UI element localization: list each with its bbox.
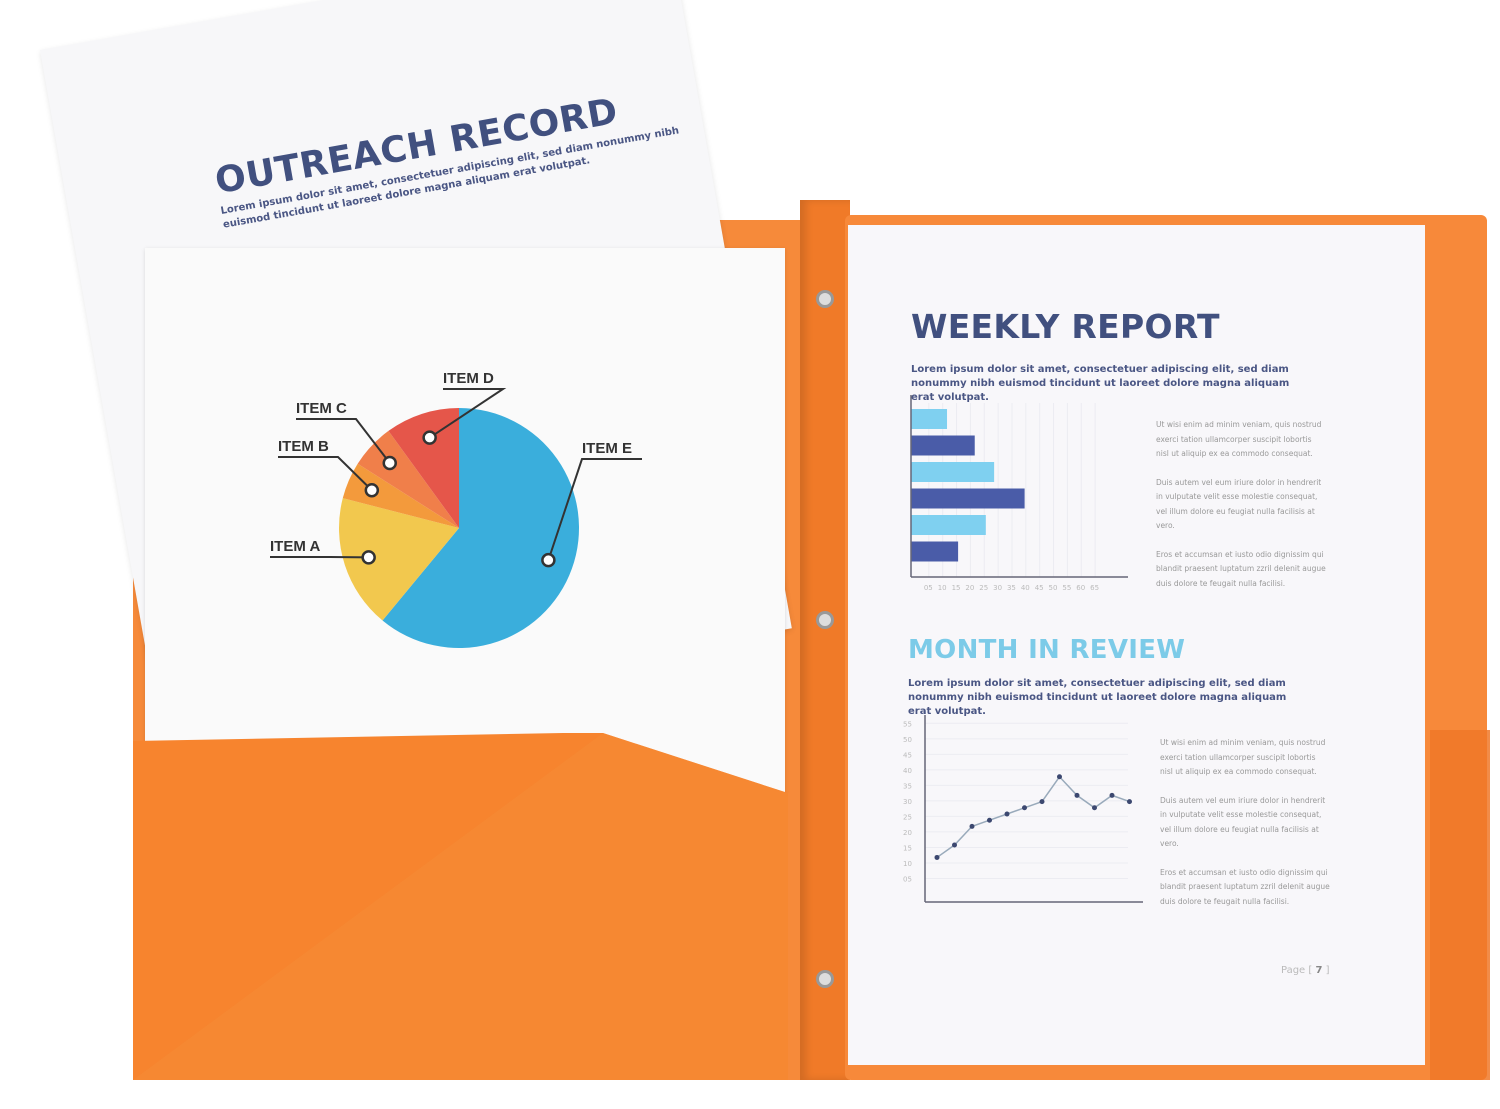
x-tick-label: 35 <box>1007 584 1016 592</box>
x-tick-label: 40 <box>1021 584 1030 592</box>
month-review-text: Ut wisi enim ad minim veniam, quis nostr… <box>1160 736 1330 923</box>
x-tick-label: 20 <box>965 584 974 592</box>
bar <box>911 541 959 562</box>
x-tick-label: 60 <box>1076 584 1085 592</box>
pie-slice <box>339 498 459 621</box>
data-point <box>987 817 992 823</box>
pie-leader-line <box>278 456 373 491</box>
page-number-value: 7 <box>1315 965 1323 976</box>
data-point <box>1057 774 1062 780</box>
x-tick-label: 10 <box>938 584 947 592</box>
x-tick-label: 25 <box>979 584 988 592</box>
folder-left-pocket <box>133 733 788 1080</box>
y-tick-label: 15 <box>903 844 912 852</box>
data-point <box>1004 811 1010 817</box>
y-tick-label: 35 <box>903 782 912 790</box>
data-point <box>952 842 957 848</box>
pie-marker <box>422 430 437 445</box>
paragraph: Eros et accumsan et iusto odio dignissim… <box>1156 549 1326 588</box>
y-tick-label: 20 <box>903 829 912 837</box>
pie-leader-line <box>296 418 391 464</box>
pie-slice <box>388 408 459 528</box>
line-chart: 05 10 15 20 25 30 35 40 45 50 55 <box>903 715 1143 903</box>
x-tick-label: 55 <box>1062 584 1071 592</box>
grommet-icon <box>816 611 834 629</box>
paragraph: Eros et accumsan et iusto odio dignissim… <box>1160 867 1330 906</box>
pie-leader-line <box>429 388 507 439</box>
x-tick-label: 45 <box>1035 584 1044 592</box>
y-tick-label: 10 <box>903 860 912 868</box>
grommet-icon <box>816 970 834 988</box>
y-tick-label: 30 <box>903 798 912 806</box>
pie-label: ITEM A <box>270 538 320 555</box>
pie-label: ITEM E <box>582 440 632 457</box>
x-tick-label: 05 <box>924 584 933 592</box>
x-tick-label: 65 <box>1090 584 1099 592</box>
y-tick-label: 45 <box>903 751 912 759</box>
data-point <box>969 823 975 829</box>
x-tick-label: 30 <box>993 584 1002 592</box>
paragraph: Ut wisi enim ad minim veniam, quis nostr… <box>1156 420 1322 458</box>
paragraph: Duis autem vel eum iriure dolor in hendr… <box>1156 477 1322 531</box>
bar <box>911 462 995 482</box>
bar <box>911 435 975 456</box>
x-tick-label: 15 <box>952 584 961 592</box>
data-point <box>1074 792 1080 798</box>
report-sheet: WEEKLY REPORT Lorem ipsum dolor sit amet… <box>848 225 1425 1065</box>
y-tick-label: 55 <box>903 720 912 728</box>
paragraph: Ut wisi enim ad minim veniam, quis nostr… <box>1160 738 1326 776</box>
y-tick-label: 40 <box>903 767 912 775</box>
data-point <box>1127 799 1132 805</box>
month-review-title: MONTH IN REVIEW <box>908 635 1186 665</box>
y-tick-label: 50 <box>903 736 912 744</box>
x-tick-label: 50 <box>1049 584 1058 592</box>
paragraph: Duis autem vel eum iriure dolor in hendr… <box>1160 795 1326 849</box>
data-point <box>1039 799 1045 805</box>
page-number: Page [ 7 ] <box>1281 965 1330 976</box>
pie-marker <box>541 552 556 568</box>
y-tick-label: 05 <box>903 875 912 883</box>
bar <box>911 488 1025 509</box>
pie-label: ITEM B <box>278 438 329 455</box>
page-label: Page <box>1281 965 1306 976</box>
pie-label: ITEM D <box>443 370 494 387</box>
pie-marker <box>364 483 380 498</box>
bar-chart: 05 10 15 20 25 30 35 40 45 50 55 60 65 <box>910 395 1128 592</box>
weekly-report-lead: Lorem ipsum dolor sit amet, consectetuer… <box>911 364 1290 403</box>
grommet-icon <box>816 290 834 308</box>
pie-chart-sheet: ITEM E ITEM A ITEM B ITEM C ITEM D <box>145 248 785 795</box>
weekly-report-title: WEEKLY REPORT <box>911 307 1220 346</box>
pie-slice <box>382 408 579 648</box>
data-point <box>1022 805 1027 811</box>
bar <box>911 515 986 535</box>
weekly-report-text: Ut wisi enim ad minim veniam, quis nostr… <box>1156 418 1326 605</box>
y-tick-label: 25 <box>903 813 912 821</box>
pie-slice <box>342 463 459 528</box>
folder-right-pocket <box>1430 730 1490 1080</box>
data-point <box>1092 805 1097 811</box>
folder-spine <box>800 200 850 1080</box>
pie-chart: ITEM E ITEM A ITEM B ITEM C ITEM D <box>270 370 642 648</box>
pie-label: ITEM C <box>296 400 347 417</box>
month-review-lead: Lorem ipsum dolor sit amet, consectetuer… <box>908 678 1287 717</box>
pie-marker <box>382 455 397 471</box>
series-line <box>936 775 1130 859</box>
pie-marker <box>361 550 376 565</box>
data-point <box>1109 792 1115 798</box>
data-point <box>934 854 940 860</box>
bar <box>911 409 948 429</box>
pie-leader-line <box>547 458 642 561</box>
